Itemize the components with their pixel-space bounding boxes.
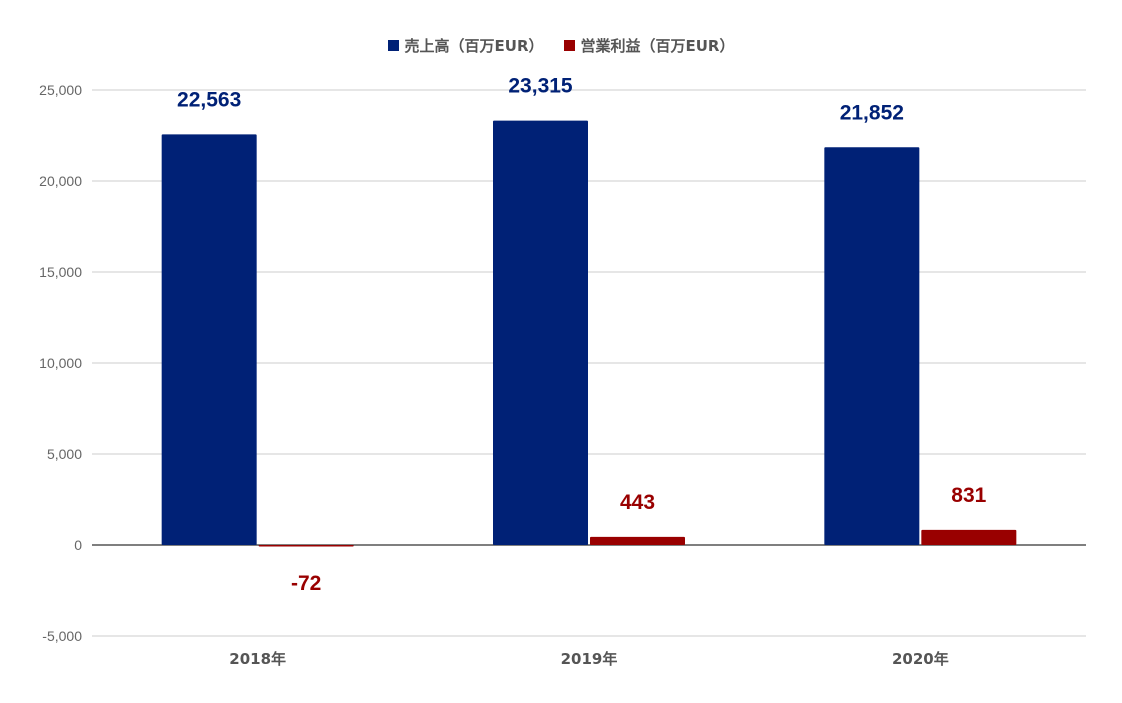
data-label-operating-profit: 831 <box>951 484 986 507</box>
legend-swatch-sales <box>387 40 399 51</box>
bar-sales <box>161 134 257 545</box>
legend: 売上高（百万EUR） 営業利益（百万EUR） <box>0 35 1122 56</box>
legend-item-operating-profit: 営業利益（百万EUR） <box>563 35 735 56</box>
y-tick-label: 0 <box>74 537 82 553</box>
y-tick-label: 25,000 <box>39 82 82 98</box>
data-label-sales: 23,315 <box>508 75 573 98</box>
y-tick-label: 15,000 <box>39 264 82 280</box>
bar-operating-profit <box>258 545 354 547</box>
x-category-label: 2018年 <box>229 650 286 668</box>
legend-label-operating-profit: 営業利益（百万EUR） <box>580 37 735 55</box>
legend-swatch-operating-profit <box>563 40 575 51</box>
data-label-sales: 22,563 <box>177 88 241 111</box>
legend-label-sales: 売上高（百万EUR） <box>404 37 544 55</box>
legend-item-sales: 売上高（百万EUR） <box>387 35 544 56</box>
bar-sales <box>824 147 920 546</box>
x-category-label: 2019年 <box>561 650 618 668</box>
y-tick-label: 5,000 <box>47 446 82 462</box>
bar-sales <box>493 120 588 546</box>
data-label-operating-profit: -72 <box>291 572 321 595</box>
x-category-label: 2020年 <box>892 650 949 668</box>
y-tick-label: -5,000 <box>42 628 82 644</box>
y-tick-label: 20,000 <box>39 173 82 189</box>
bar-operating-profit <box>921 529 1017 545</box>
data-label-sales: 21,852 <box>840 101 904 124</box>
y-tick-label: 10,000 <box>39 355 82 371</box>
data-label-operating-profit: 443 <box>620 491 655 514</box>
bar-operating-profit <box>590 536 685 545</box>
